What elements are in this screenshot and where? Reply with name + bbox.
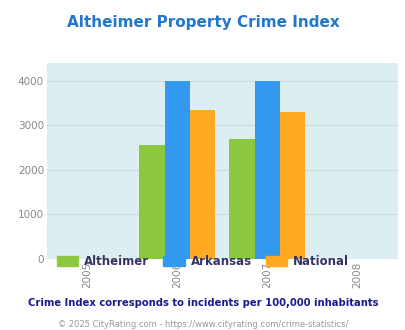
Text: © 2025 CityRating.com - https://www.cityrating.com/crime-statistics/: © 2025 CityRating.com - https://www.city…	[58, 319, 347, 329]
Bar	[279, 112, 305, 259]
Bar	[254, 81, 279, 259]
Bar	[164, 81, 190, 259]
Bar	[229, 139, 254, 259]
Text: Altheimer Property Crime Index: Altheimer Property Crime Index	[66, 15, 339, 30]
Bar	[190, 110, 215, 259]
Legend: Altheimer, Arkansas, National: Altheimer, Arkansas, National	[52, 250, 353, 273]
Bar	[139, 145, 164, 259]
Text: Crime Index corresponds to incidents per 100,000 inhabitants: Crime Index corresponds to incidents per…	[28, 298, 377, 308]
